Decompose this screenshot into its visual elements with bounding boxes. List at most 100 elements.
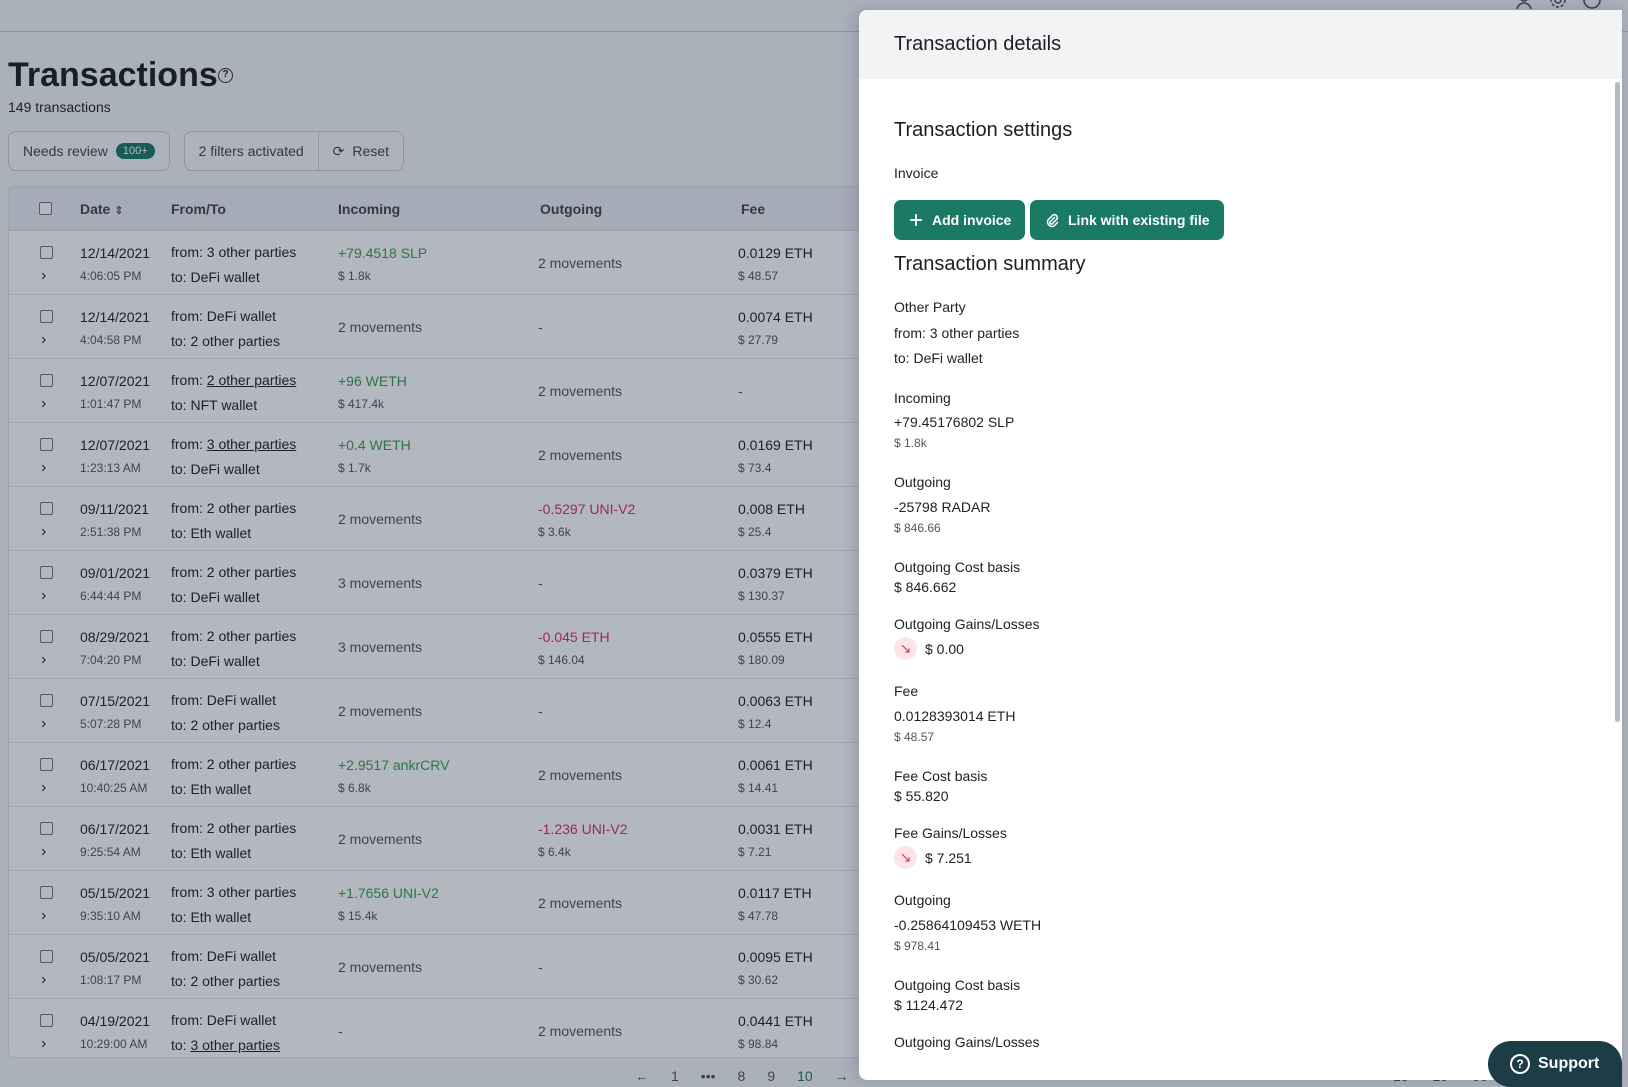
- page-ellipsis[interactable]: •••: [700, 1068, 716, 1084]
- chevron-right-icon[interactable]: ›: [41, 651, 47, 668]
- row-outgoing: 2 movements: [538, 895, 623, 911]
- row-incoming: 2 movements: [338, 511, 423, 527]
- reset-button[interactable]: ⟳ Reset: [317, 132, 403, 170]
- from-party[interactable]: 3 other parties: [206, 436, 297, 452]
- page-8[interactable]: 8: [737, 1068, 746, 1084]
- table-row[interactable]: › 06/17/2021 10:40:25 AM from: 2 other part…: [9, 743, 887, 807]
- row-fee: 0.0379 ETH: [738, 565, 813, 581]
- row-checkbox[interactable]: [40, 566, 53, 579]
- row-from: from: DeFi wallet: [171, 692, 276, 708]
- row-to: to: 2 other parties: [171, 333, 280, 349]
- user-icon[interactable]: [1514, 0, 1534, 10]
- row-from: from: DeFi wallet: [171, 308, 276, 324]
- from-party: 2 other parties: [206, 820, 297, 836]
- row-checkbox[interactable]: [40, 630, 53, 643]
- chevron-right-icon[interactable]: ›: [41, 907, 47, 924]
- row-checkbox[interactable]: [40, 502, 53, 515]
- fee-usd: $ 48.57: [894, 730, 935, 744]
- table-row[interactable]: › 09/01/2021 6:44:44 PM from: 2 other parti…: [9, 551, 887, 615]
- row-to: to: Eth wallet: [171, 781, 251, 797]
- transactions-table: Date ⇕ From/To Incoming Outgoing Fee › 12…: [8, 186, 888, 1058]
- page-10-current[interactable]: 10: [797, 1068, 813, 1084]
- chevron-right-icon[interactable]: ›: [41, 459, 47, 476]
- row-checkbox[interactable]: [40, 310, 53, 323]
- from-party[interactable]: 2 other parties: [206, 372, 297, 388]
- reset-label: Reset: [352, 143, 389, 159]
- table-row[interactable]: › 12/14/2021 4:06:05 PM from: 3 other parti…: [9, 231, 887, 295]
- row-incoming: +79.4518 SLP: [338, 245, 428, 261]
- row-incoming: 2 movements: [338, 703, 423, 719]
- chevron-right-icon[interactable]: ›: [41, 523, 47, 540]
- row-checkbox[interactable]: [40, 246, 53, 259]
- prev-page-arrow-icon[interactable]: ←: [635, 1068, 649, 1084]
- table-header: Date ⇕ From/To Incoming Outgoing Fee: [9, 187, 887, 231]
- row-checkbox[interactable]: [40, 950, 53, 963]
- row-checkbox[interactable]: [40, 1014, 53, 1027]
- table-row[interactable]: › 07/15/2021 5:07:28 PM from: DeFi wallet to…: [9, 679, 887, 743]
- to-party: DeFi wallet: [190, 269, 260, 285]
- header-outgoing: Outgoing: [540, 201, 603, 217]
- outgoing2-gains-label: Outgoing Gains/Losses: [894, 1034, 1040, 1050]
- chevron-right-icon[interactable]: ›: [41, 971, 47, 988]
- to-prefix: to:: [171, 653, 187, 669]
- outgoing2-value: -0.25864109453 WETH: [894, 917, 1042, 933]
- chevron-right-icon[interactable]: ›: [41, 1035, 47, 1052]
- chevron-right-icon[interactable]: ›: [41, 267, 47, 284]
- needs-review-filter[interactable]: Needs review 100+: [8, 131, 170, 171]
- row-checkbox[interactable]: [40, 374, 53, 387]
- chevron-right-icon[interactable]: ›: [41, 843, 47, 860]
- table-row[interactable]: › 06/17/2021 9:25:54 AM from: 2 other parti…: [9, 807, 887, 871]
- row-fee: 0.0129 ETH: [738, 245, 813, 261]
- row-checkbox[interactable]: [40, 822, 53, 835]
- plus-icon: [910, 214, 922, 226]
- row-to: to: DeFi wallet: [171, 653, 260, 669]
- link-existing-file-button[interactable]: Link with existing file: [1030, 200, 1224, 240]
- table-row[interactable]: › 12/07/2021 1:23:13 AM from: 3 other parti…: [9, 423, 887, 487]
- chevron-right-icon[interactable]: ›: [41, 587, 47, 604]
- row-checkbox[interactable]: [40, 886, 53, 899]
- chevron-right-icon[interactable]: ›: [41, 715, 47, 732]
- select-all-checkbox[interactable]: [39, 202, 52, 215]
- row-checkbox[interactable]: [40, 694, 53, 707]
- filters-activated-button[interactable]: 2 filters activated: [185, 132, 318, 170]
- page-1[interactable]: 1: [671, 1068, 679, 1084]
- table-row[interactable]: › 04/19/2021 10:29:00 AM from: DeFi wallet t…: [9, 999, 887, 1057]
- transaction-count: 149 transactions: [8, 99, 111, 115]
- to-prefix: to:: [171, 461, 187, 477]
- chevron-right-icon[interactable]: ›: [41, 331, 47, 348]
- page-9[interactable]: 9: [767, 1068, 776, 1084]
- table-row[interactable]: › 05/05/2021 1:08:17 PM from: DeFi wallet to…: [9, 935, 887, 999]
- from-prefix: from:: [171, 948, 203, 964]
- row-to: to: Eth wallet: [171, 909, 251, 925]
- to-party: DeFi wallet: [190, 653, 260, 669]
- row-checkbox[interactable]: [40, 758, 53, 771]
- table-row[interactable]: › 12/07/2021 1:01:47 PM from: 2 other parti…: [9, 359, 887, 423]
- row-fee-usd: $ 14.41: [738, 781, 779, 795]
- row-checkbox[interactable]: [40, 438, 53, 451]
- support-button[interactable]: ? Support: [1488, 1041, 1622, 1087]
- help-icon[interactable]: ?: [218, 68, 233, 83]
- header-date[interactable]: Date ⇕: [80, 201, 124, 217]
- row-to: to: DeFi wallet: [171, 269, 260, 285]
- chevron-right-icon[interactable]: ›: [41, 395, 47, 412]
- fee-gains-value: $ 7.251: [925, 850, 972, 866]
- row-outgoing-usd: $ 6.4k: [538, 845, 571, 859]
- row-fee-usd: $ 12.4: [738, 717, 772, 731]
- row-from: from: DeFi wallet: [171, 1012, 276, 1028]
- table-row[interactable]: › 12/14/2021 4:04:58 PM from: DeFi wallet to…: [9, 295, 887, 359]
- table-row[interactable]: › 05/15/2021 9:35:10 AM from: 3 other parti…: [9, 871, 887, 935]
- next-page-arrow-icon[interactable]: →: [834, 1068, 849, 1084]
- to-party[interactable]: 3 other parties: [190, 1037, 280, 1053]
- drawer-scrollbar[interactable]: [1615, 82, 1620, 722]
- row-incoming-usd: $ 6.8k: [338, 781, 371, 795]
- gear-icon[interactable]: [1548, 0, 1568, 10]
- outgoing2-cost-basis-value: $ 1124.472: [894, 997, 964, 1013]
- add-invoice-button[interactable]: Add invoice: [894, 200, 1026, 240]
- table-row[interactable]: › 09/11/2021 2:51:38 PM from: 2 other parti…: [9, 487, 887, 551]
- chevron-right-icon[interactable]: ›: [41, 779, 47, 796]
- help-icon[interactable]: [1582, 0, 1602, 10]
- sort-icon[interactable]: ⇕: [114, 205, 124, 217]
- table-row[interactable]: › 08/29/2021 7:04:20 PM from: 2 other parti…: [9, 615, 887, 679]
- row-to: to: Eth wallet: [171, 845, 251, 861]
- row-outgoing: -: [538, 319, 543, 335]
